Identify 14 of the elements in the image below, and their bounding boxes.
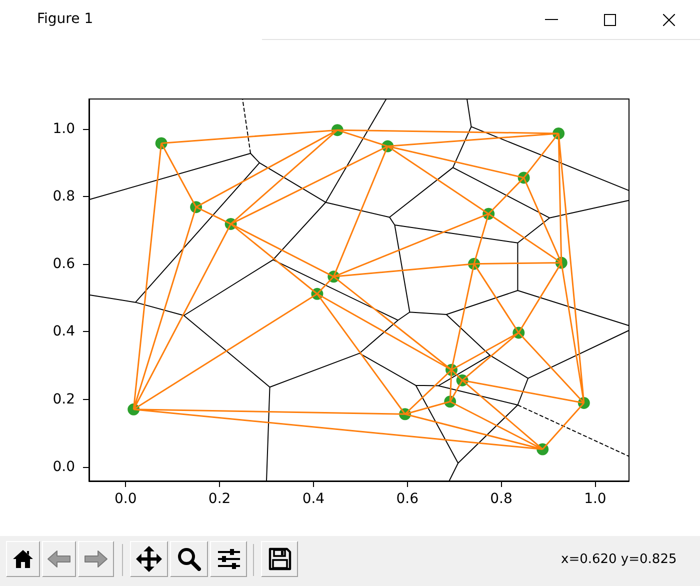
y-tick-label: 0.8 — [52, 188, 75, 205]
text: x=0.620 y=0.825 — [561, 551, 677, 569]
x-tick-label: 0.4 — [302, 491, 325, 507]
x-tick-label: 1.0 — [584, 491, 606, 507]
x-tick-label: 0.8 — [490, 491, 512, 507]
x-tick-label: 0.0 — [114, 491, 137, 507]
x-tick-label: 0.2 — [208, 491, 231, 507]
y-tick-label: 0.2 — [52, 391, 75, 408]
y-tick-label: 0.6 — [52, 256, 76, 272]
y-tick-label: 0.0 — [52, 458, 75, 475]
caption: Figure 1 — [37, 10, 94, 28]
y-tick-label: 0.4 — [52, 324, 76, 340]
x-tick-label: 0.6 — [396, 491, 419, 507]
y-tick-label: 1.0 — [52, 121, 75, 138]
